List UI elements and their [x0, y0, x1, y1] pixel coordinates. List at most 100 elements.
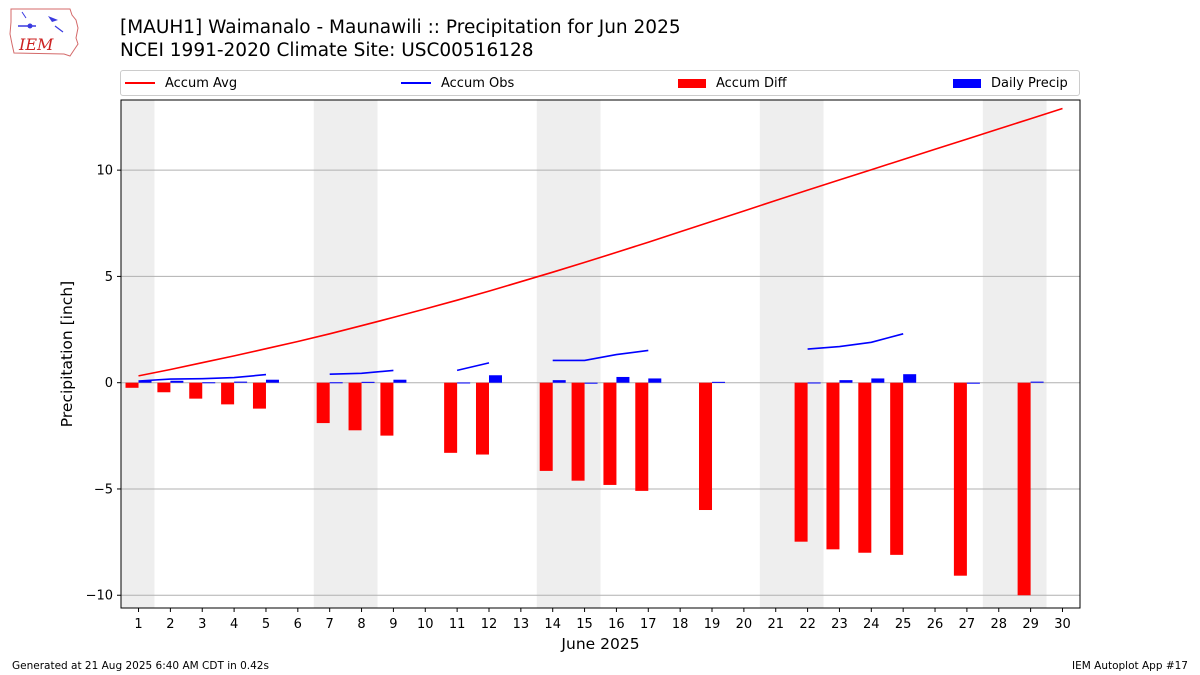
y-tick-label: 0: [105, 376, 113, 391]
plot-frame: [120, 99, 1081, 609]
legend-label-accum-obs: Accum Obs: [441, 75, 515, 91]
x-tick-label: 26: [927, 617, 944, 632]
chart-subtitle: NCEI 1991-2020 Climate Site: USC00516128: [120, 40, 534, 61]
weekend-shade: [536, 100, 601, 608]
bar-daily-precip: [807, 382, 821, 384]
bar-accum-diff: [858, 382, 872, 553]
bar-daily-precip: [457, 382, 471, 384]
bar-accum-diff: [348, 382, 362, 431]
x-tick-label: 30: [1054, 617, 1071, 632]
bar-daily-precip: [1030, 381, 1044, 383]
x-tick-label: 1: [134, 617, 142, 632]
bar-accum-diff: [252, 382, 266, 409]
y-axis-label: Precipitation [inch]: [58, 281, 76, 427]
line-accum-obs: [552, 349, 649, 362]
x-axis-label: June 2025: [560, 635, 639, 653]
bar-daily-precip: [488, 375, 502, 383]
bar-daily-precip: [839, 380, 853, 383]
iem-logo: IEM: [9, 8, 79, 57]
x-tick-label: 2: [166, 617, 174, 632]
x-tick-label: 14: [544, 617, 561, 632]
bar-daily-precip: [712, 381, 726, 383]
bar-accum-diff: [953, 382, 967, 576]
x-tick-label: 21: [767, 617, 784, 632]
bar-daily-precip: [393, 379, 407, 383]
x-tick-label: 28: [990, 617, 1007, 632]
x-tick-label: 11: [449, 617, 466, 632]
x-tick-label: 20: [736, 617, 753, 632]
bar-accum-diff: [826, 382, 840, 550]
bar-daily-precip: [616, 376, 630, 383]
bar-daily-precip: [966, 382, 980, 384]
x-tick-label: 17: [640, 617, 657, 632]
bar-accum-diff: [603, 382, 617, 485]
line-accum-avg: [138, 107, 1063, 377]
footer-generated: Generated at 21 Aug 2025 6:40 AM CDT in …: [12, 660, 269, 672]
chart-title: [MAUH1] Waimanalo - Maunawili :: Precipi…: [120, 17, 681, 38]
legend-item-daily-precip: Daily Precip: [953, 71, 1068, 95]
bar-accum-diff: [189, 382, 203, 399]
bar-daily-precip: [648, 378, 662, 383]
legend-item-accum-diff: Accum Diff: [678, 71, 787, 95]
y-tick-label: 5: [105, 270, 113, 285]
legend-swatch-accum-diff: [678, 78, 706, 88]
bar-daily-precip: [903, 374, 917, 383]
bar-accum-diff: [444, 382, 458, 453]
line-accum-obs: [138, 373, 267, 382]
line-accum-obs: [456, 362, 490, 372]
y-tick-label: −10: [86, 589, 113, 604]
x-tick-label: 16: [608, 617, 625, 632]
x-tick-label: 19: [704, 617, 721, 632]
weekend-shade: [982, 100, 1047, 608]
bar-accum-diff: [475, 382, 489, 455]
legend-swatch-accum-obs: [401, 82, 431, 84]
bar-daily-precip: [552, 380, 566, 383]
weekend-shade: [759, 100, 824, 608]
x-tick-label: 12: [481, 617, 498, 632]
bar-accum-diff: [380, 382, 394, 436]
legend-label-daily-precip: Daily Precip: [991, 75, 1068, 91]
bar-accum-diff: [794, 382, 808, 542]
footer-app-id: IEM Autoplot App #17: [1072, 660, 1188, 672]
bar-daily-precip: [202, 382, 216, 384]
bar-daily-precip: [234, 381, 248, 383]
logo-text: IEM: [18, 35, 54, 54]
x-tick-label: 25: [895, 617, 912, 632]
x-tick-label: 8: [357, 617, 365, 632]
bar-accum-diff: [635, 382, 649, 491]
weekend-shade: [313, 100, 378, 608]
bar-accum-diff: [125, 382, 139, 388]
bar-daily-precip: [170, 380, 184, 383]
x-tick-label: 24: [863, 617, 880, 632]
line-accum-obs: [807, 333, 904, 350]
bar-accum-diff: [890, 382, 904, 555]
legend-swatch-accum-avg: [125, 82, 155, 84]
x-tick-label: 9: [389, 617, 397, 632]
bar-daily-precip: [871, 378, 885, 383]
line-accum-obs: [329, 369, 394, 375]
legend-item-accum-obs: Accum Obs: [401, 71, 514, 95]
x-tick-label: 29: [1022, 617, 1039, 632]
bar-daily-precip: [138, 380, 152, 383]
bar-accum-diff: [157, 382, 171, 393]
x-tick-label: 10: [417, 617, 434, 632]
x-tick-label: 27: [959, 617, 976, 632]
legend-label-accum-diff: Accum Diff: [716, 75, 787, 91]
bar-accum-diff: [316, 382, 330, 424]
x-tick-label: 13: [513, 617, 530, 632]
plot-area: [125, 107, 1063, 596]
x-tick-label: 4: [230, 617, 238, 632]
x-tick-label: 22: [799, 617, 816, 632]
legend-item-accum-avg: Accum Avg: [125, 71, 237, 95]
y-tick-label: −5: [94, 482, 113, 497]
bar-accum-diff: [1017, 382, 1031, 596]
bar-accum-diff: [699, 382, 713, 511]
bar-daily-precip: [361, 381, 375, 383]
bar-accum-diff: [221, 382, 235, 405]
x-tick-label: 6: [294, 617, 302, 632]
legend-label-accum-avg: Accum Avg: [165, 75, 238, 91]
y-tick-label: 10: [96, 164, 113, 179]
x-tick-label: 7: [326, 617, 334, 632]
bar-daily-precip: [265, 379, 279, 383]
